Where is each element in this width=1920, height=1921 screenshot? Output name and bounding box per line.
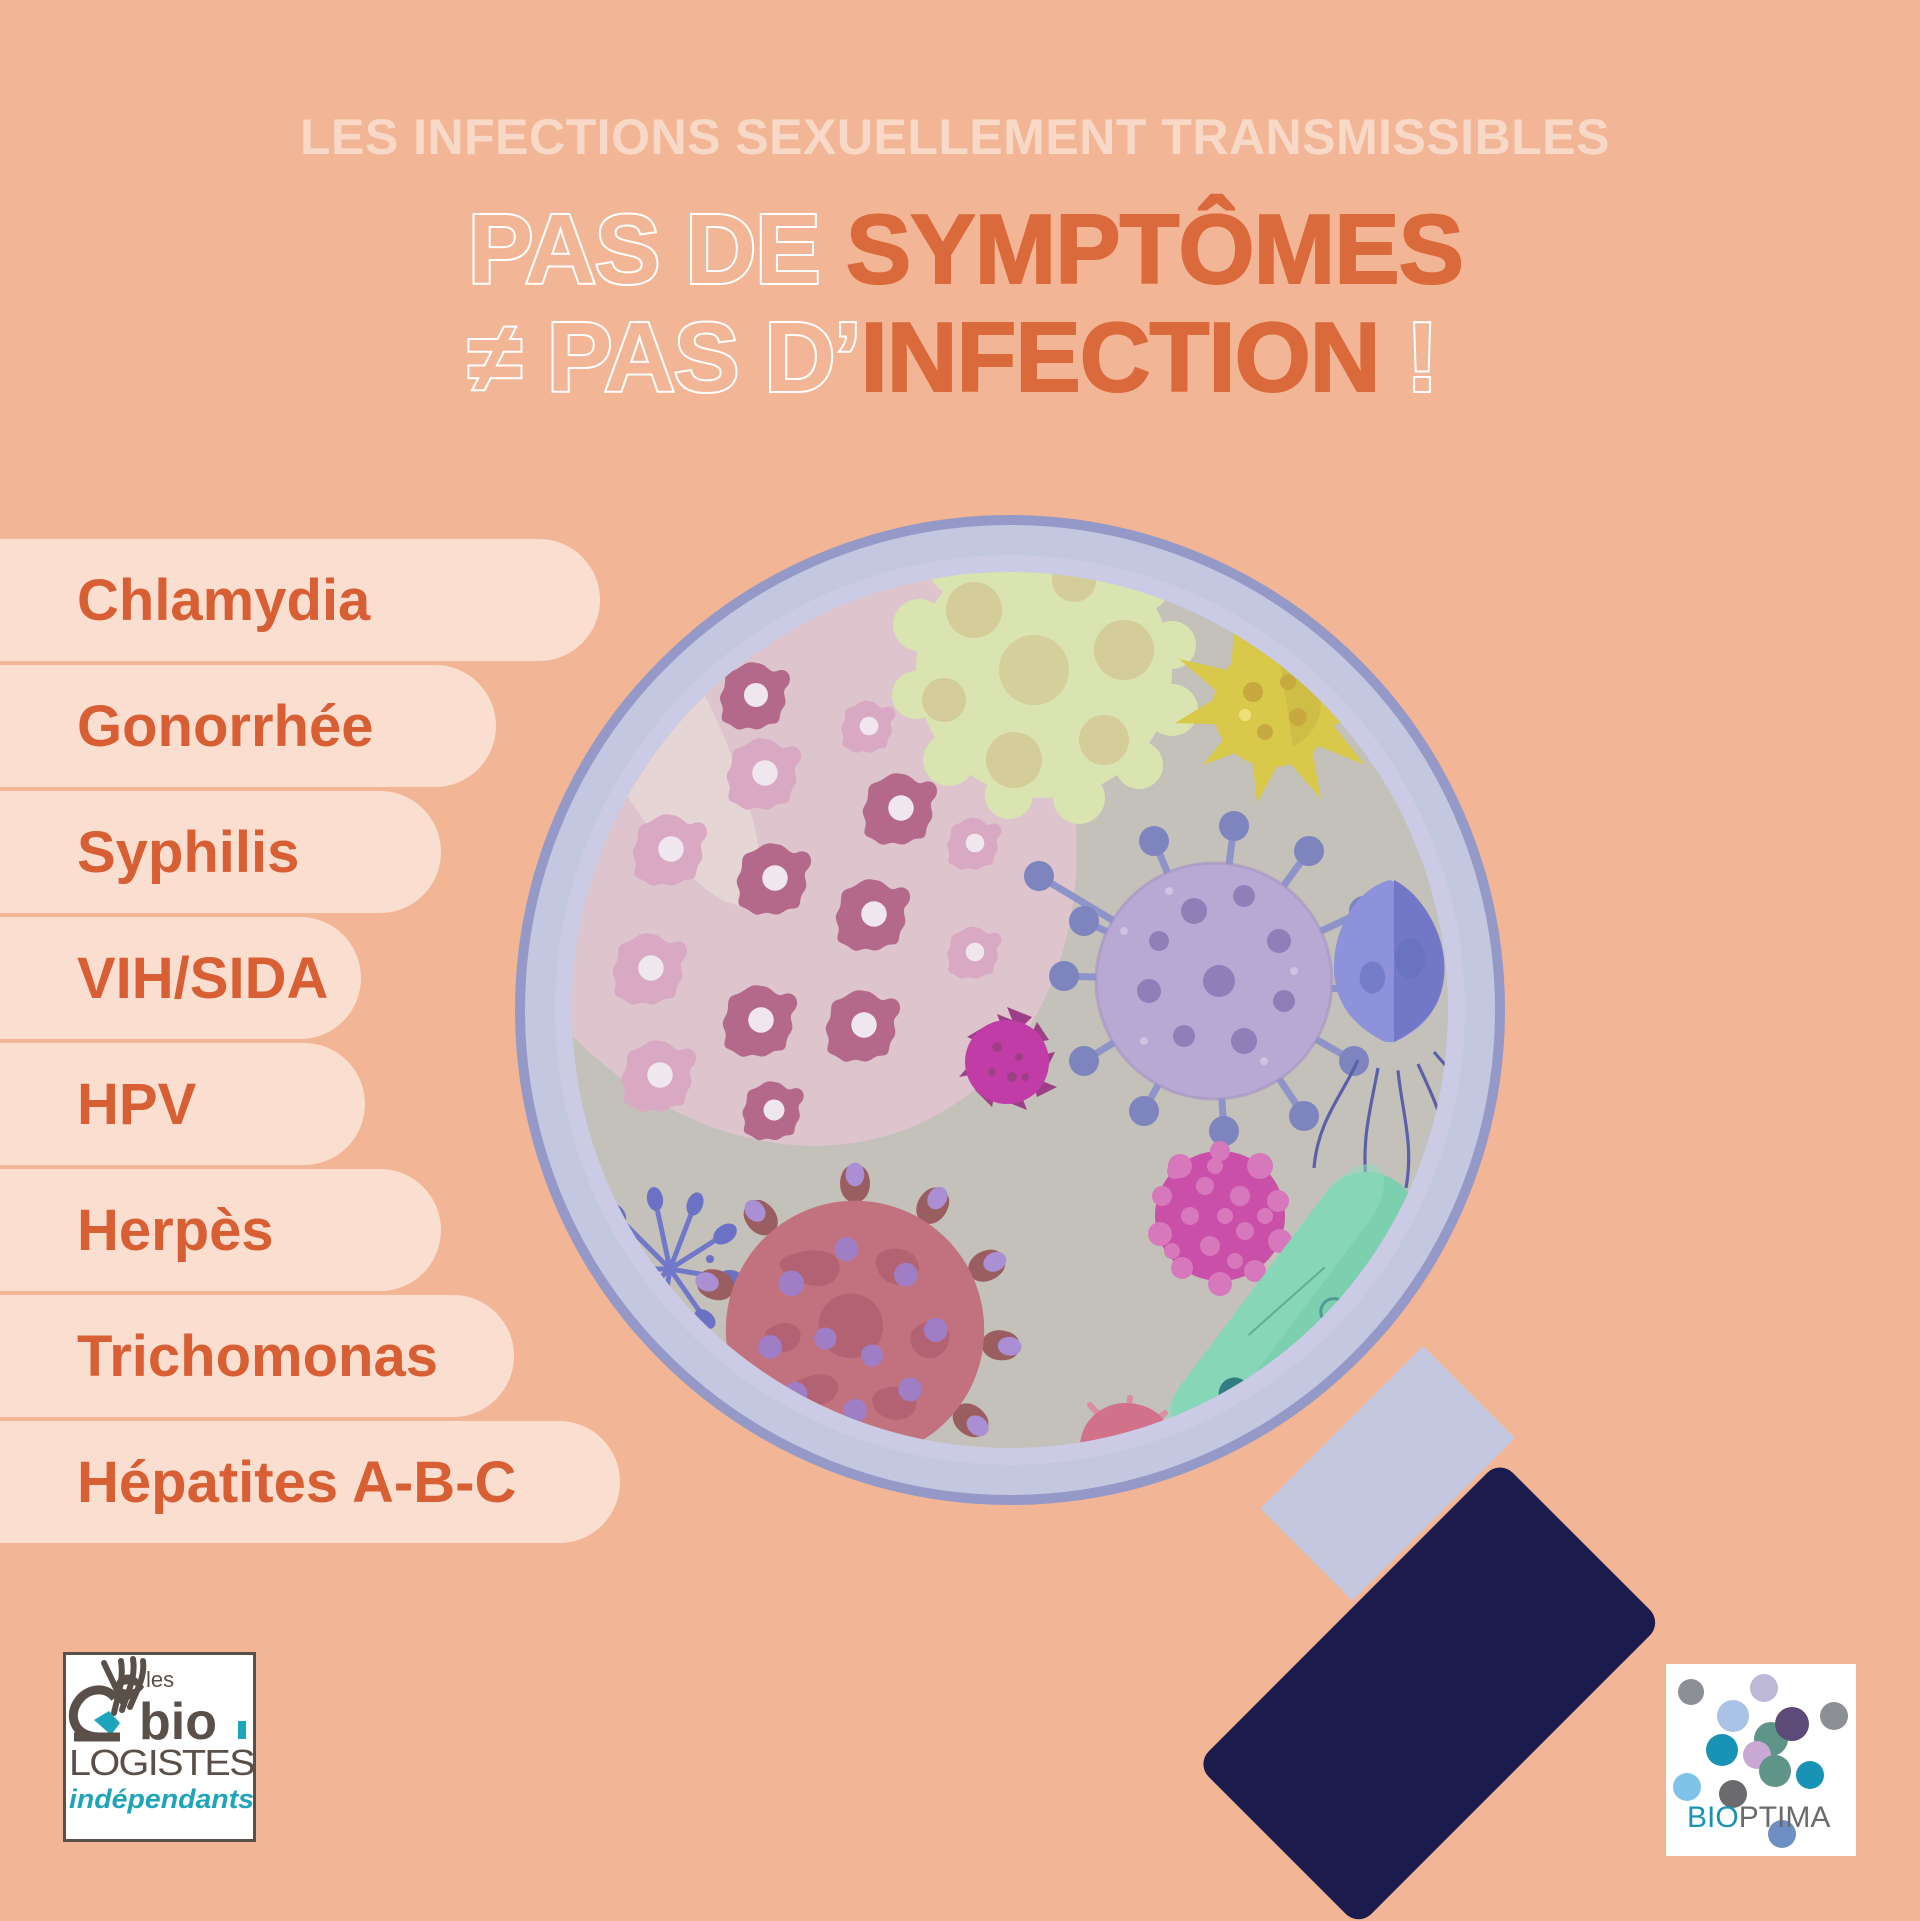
svg-text:LOGISTES: LOGISTES [69, 1742, 255, 1783]
svg-text:BIOPTIMA: BIOPTIMA [1687, 1801, 1830, 1834]
svg-text:les: les [146, 1667, 174, 1692]
svg-text:indépendants: indépendants [69, 1784, 254, 1814]
